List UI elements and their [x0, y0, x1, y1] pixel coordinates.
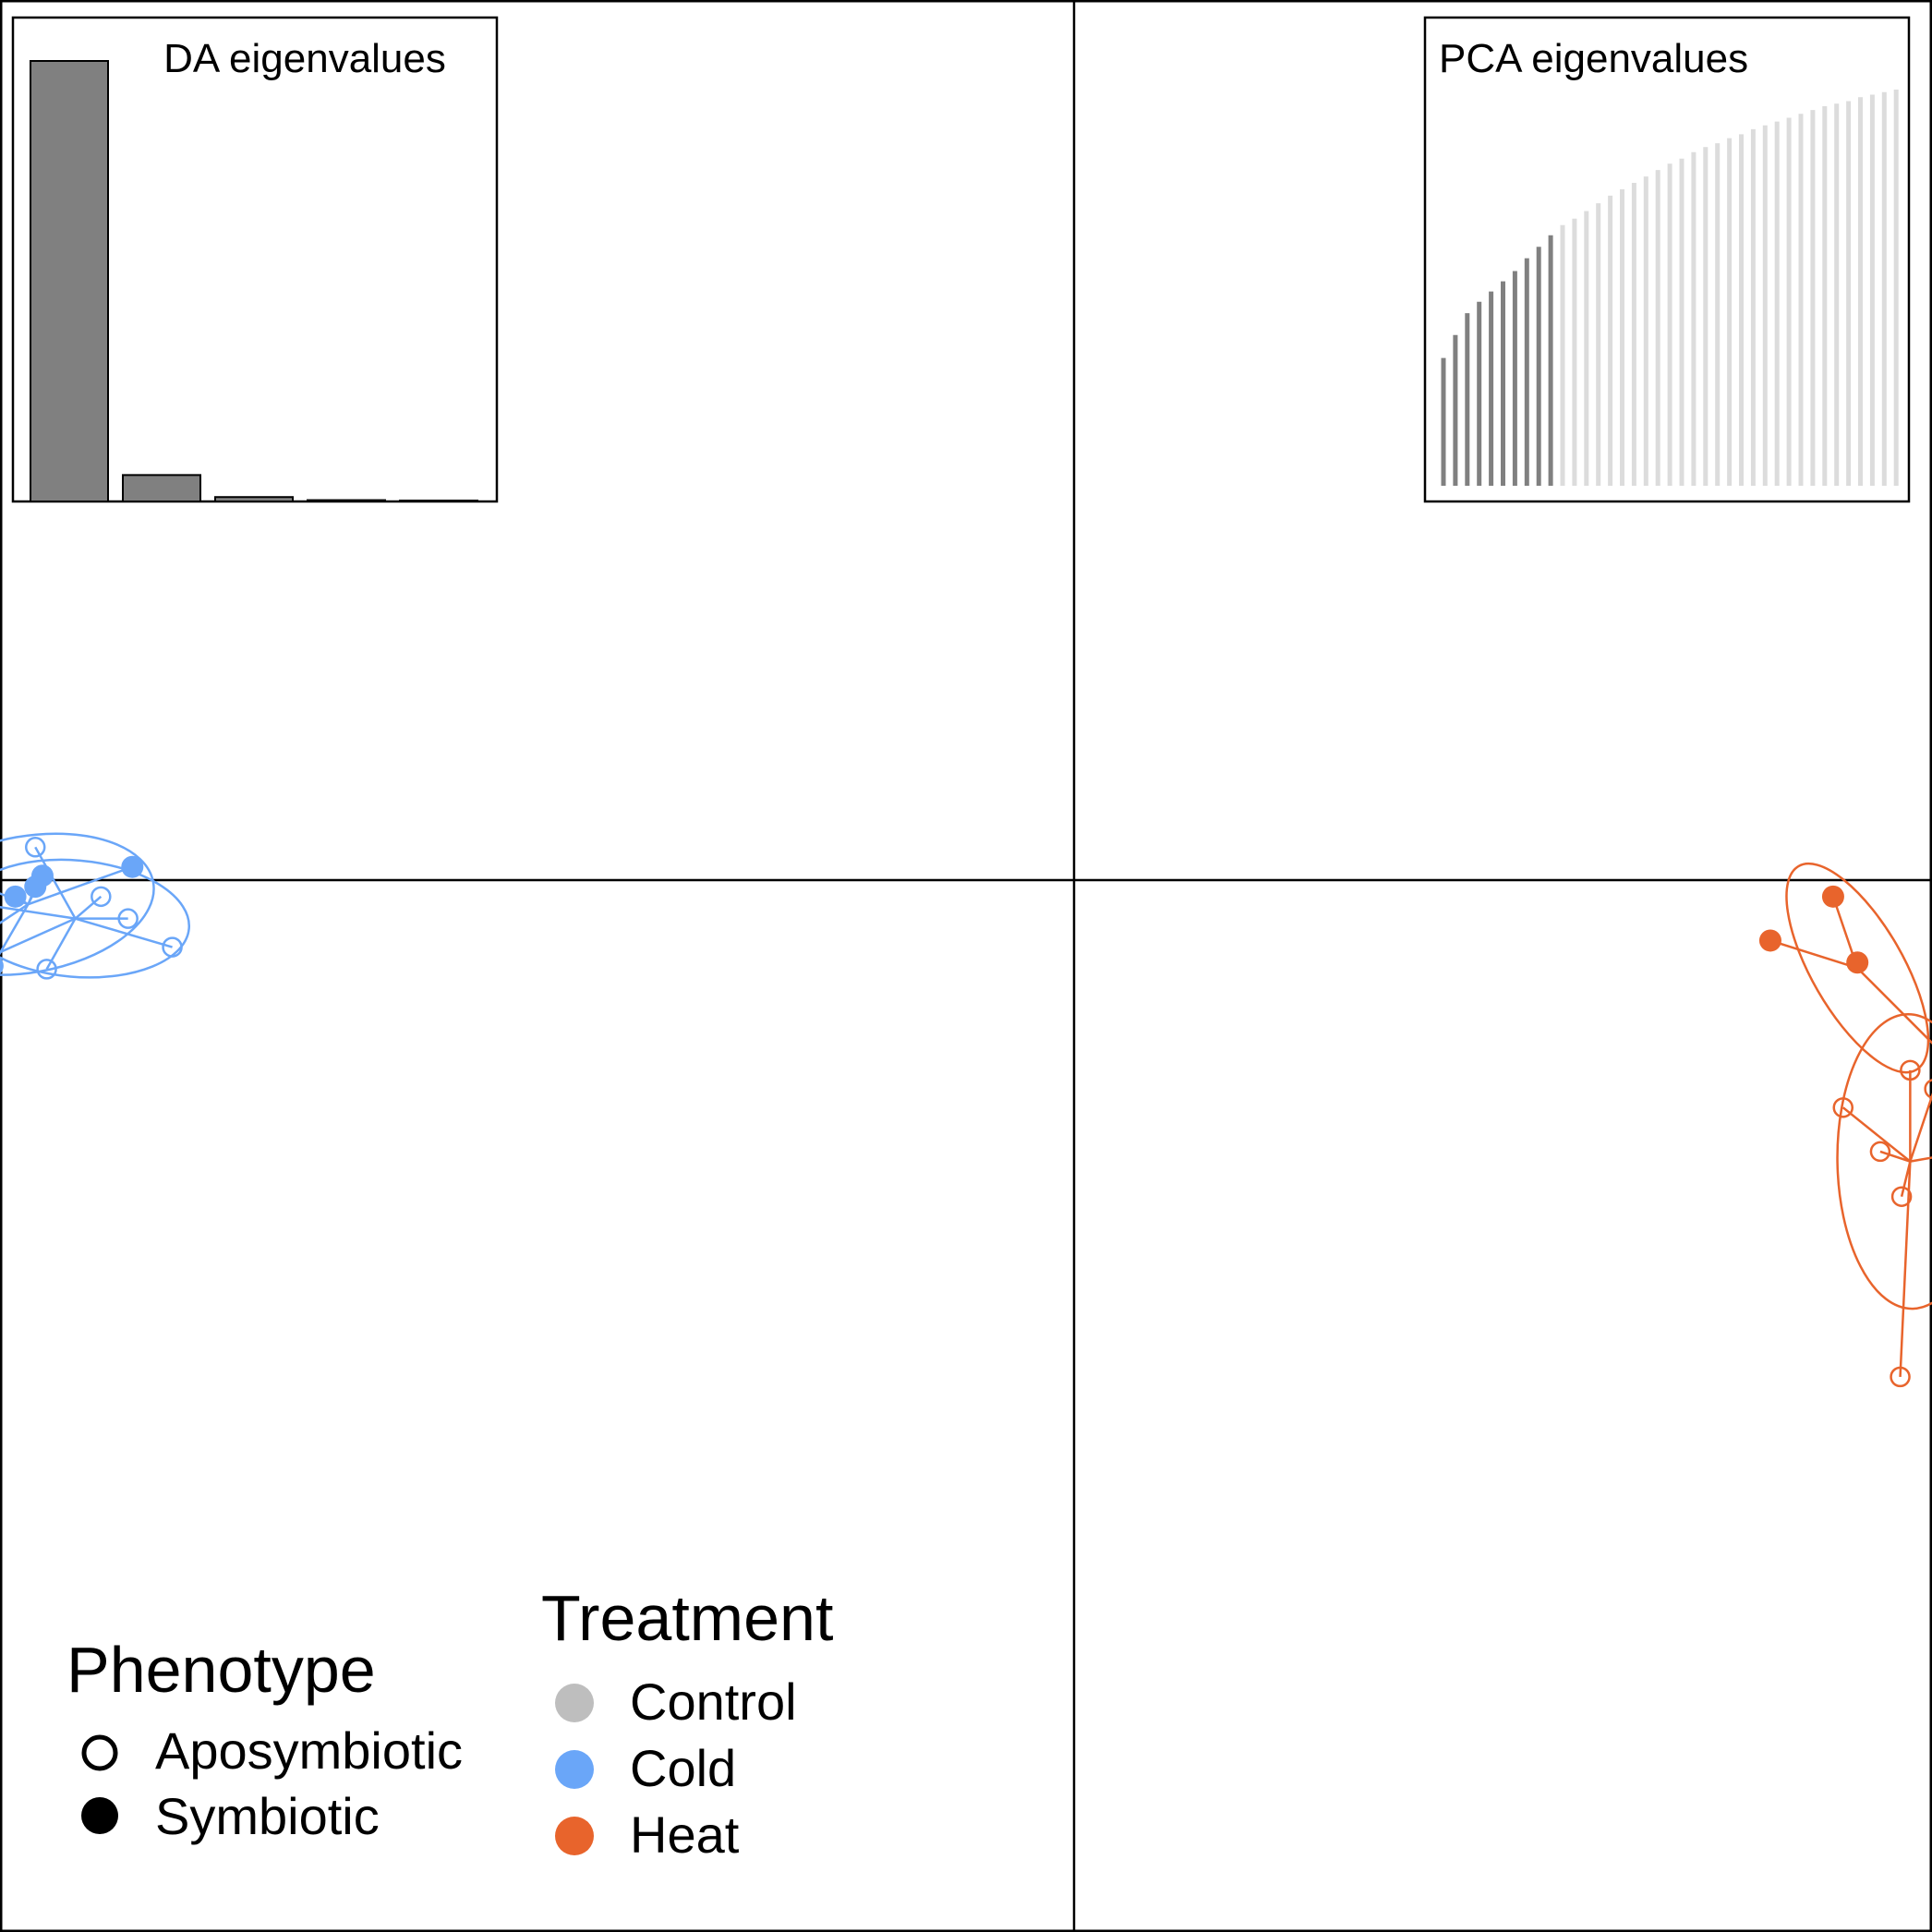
- point-symbiotic: [4, 885, 27, 908]
- point-aposymbiotic: [1832, 1097, 1854, 1118]
- legend-aposymbiotic-marker: [81, 1734, 118, 1771]
- ellipse-heat-aposymbiotic: [1836, 1012, 1932, 1310]
- point-aposymbiotic: [162, 936, 183, 958]
- da-bars-layer: [30, 60, 478, 503]
- star-segment: [1910, 1156, 1932, 1163]
- group-heat-aposymbiotic: [1832, 1012, 1932, 1388]
- point-symbiotic: [1846, 951, 1869, 974]
- point-aposymbiotic: [1890, 1186, 1913, 1207]
- star-segment: [28, 865, 133, 906]
- da-eigenvalue-bar-1: [30, 60, 109, 502]
- star-segment: [1899, 1161, 1912, 1377]
- star-segment: [0, 903, 30, 924]
- treatment-legend: Treatment Control Cold Heat: [541, 1582, 833, 1864]
- scatter-groups-layer: [0, 832, 1932, 1388]
- ellipse-cold-aposymbiotic: [0, 858, 191, 979]
- pca-bars-layer: [1441, 90, 1899, 486]
- star-segment: [1856, 967, 1932, 1044]
- point-aposymbiotic: [1890, 1366, 1911, 1388]
- legend-aposymbiotic-label: Aposymbiotic: [155, 1721, 463, 1780]
- da-inset-title: DA eigenvalues: [163, 36, 446, 81]
- da-eigenvalue-bar-3: [214, 496, 294, 502]
- point-aposymbiotic: [24, 837, 46, 858]
- point-aposymbiotic: [1869, 1141, 1891, 1163]
- group-cold-symbiotic: [0, 832, 155, 976]
- pca-inset-frame: [1423, 16, 1911, 503]
- point-symbiotic: [121, 855, 144, 878]
- group-heat-symbiotic: [1758, 862, 1932, 1074]
- star-segment: [1769, 939, 1858, 970]
- phenotype-legend-title: Phenotype: [66, 1634, 376, 1706]
- group-cold-aposymbiotic: [0, 837, 191, 980]
- point-symbiotic: [1821, 885, 1844, 908]
- star-segment: [0, 892, 29, 906]
- point-symbiotic: [0, 957, 4, 974]
- point-aposymbiotic: [1924, 1079, 1932, 1100]
- legend-control-marker: [555, 1684, 594, 1722]
- legend-heat-marker: [555, 1817, 594, 1855]
- point-symbiotic: [24, 875, 47, 899]
- legend-symbiotic-marker: [81, 1797, 118, 1834]
- star-segment: [1909, 1093, 1932, 1163]
- point-aposymbiotic: [117, 908, 139, 929]
- pca-eigenvalues-inset: PCA eigenvalues: [1423, 16, 1911, 503]
- legend-heat-label: Heat: [630, 1805, 740, 1864]
- phenotype-legend: Phenotype Aposymbiotic Symbiotic: [66, 1634, 463, 1845]
- star-segment: [0, 903, 30, 956]
- legend-cold-label: Cold: [630, 1739, 736, 1797]
- point-aposymbiotic: [91, 886, 112, 908]
- star-segment: [34, 846, 77, 920]
- ellipse-heat-symbiotic: [1785, 862, 1930, 1074]
- star-segment: [75, 917, 173, 948]
- treatment-legend-title: Treatment: [541, 1582, 833, 1654]
- legend-control-label: Control: [630, 1672, 797, 1731]
- point-symbiotic: [1758, 929, 1781, 952]
- legend-symbiotic-label: Symbiotic: [155, 1787, 380, 1845]
- star-segment: [1841, 1106, 1912, 1163]
- point-aposymbiotic: [1900, 1059, 1921, 1081]
- ellipse-cold-symbiotic: [0, 832, 155, 976]
- da-eigenvalues-inset: DA eigenvalues: [11, 16, 499, 503]
- pca-inset-title: PCA eigenvalues: [1439, 36, 1748, 81]
- star-segment: [1879, 1150, 1911, 1163]
- da-eigenvalue-bar-2: [122, 474, 201, 503]
- legend-cold-marker: [555, 1750, 594, 1789]
- star-segment: [74, 895, 103, 920]
